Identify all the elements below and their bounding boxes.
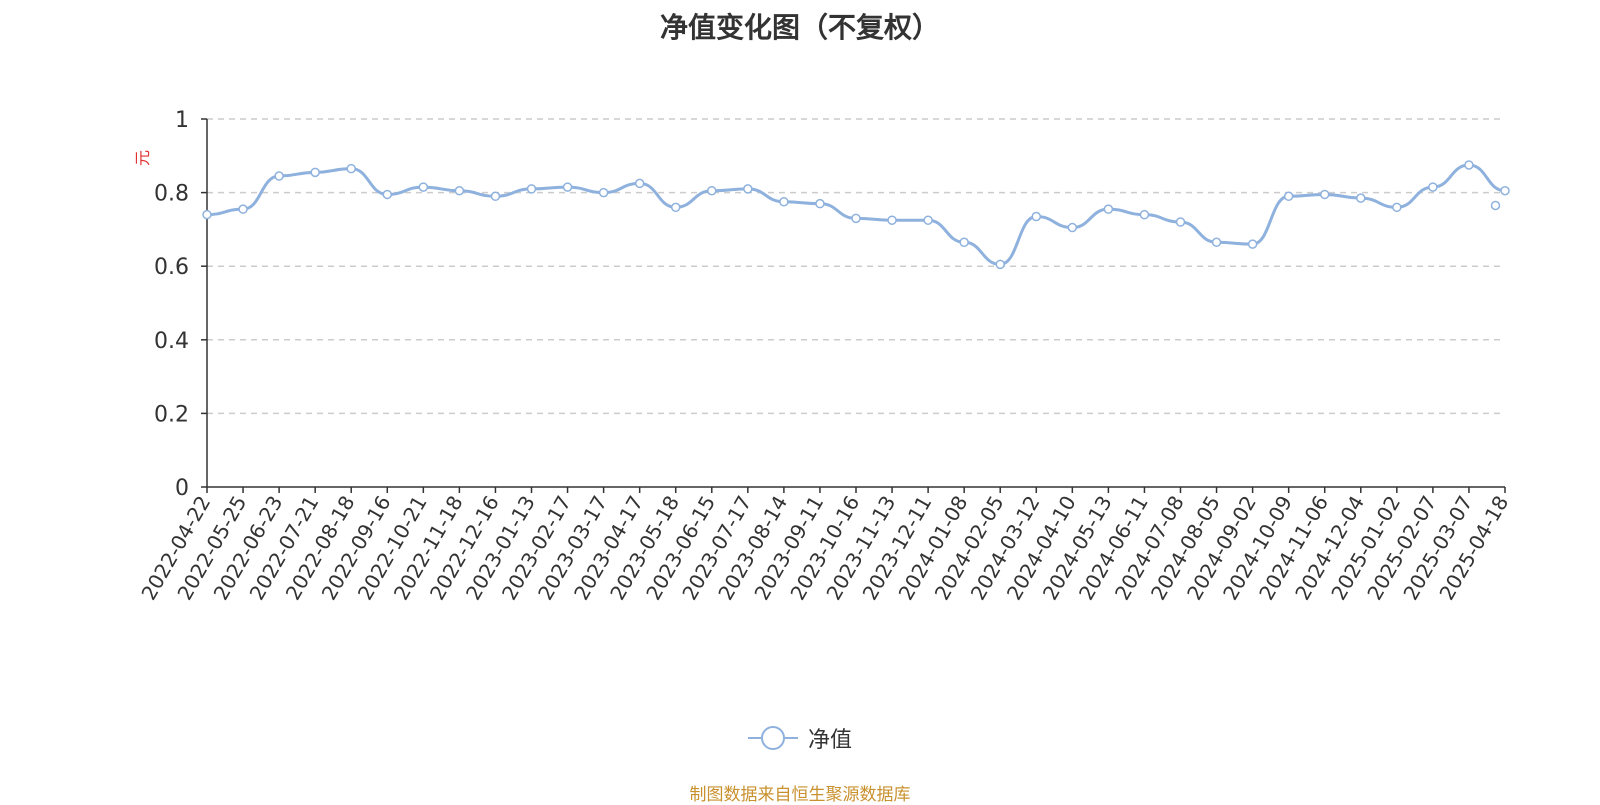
- data-point-marker: [1464, 160, 1474, 170]
- data-point-marker: [1319, 189, 1330, 200]
- data-point-marker: [1356, 193, 1366, 203]
- data-point-marker: [1247, 239, 1258, 249]
- data-point-marker: [923, 215, 933, 225]
- legend[interactable]: 净值: [0, 722, 1600, 754]
- data-point-marker: [707, 186, 717, 196]
- data-point-marker: [490, 191, 501, 202]
- data-point-marker: [995, 259, 1005, 270]
- data-point-marker: [634, 178, 645, 189]
- data-point-marker: [1392, 202, 1402, 213]
- y-tick-label: 1: [175, 108, 189, 133]
- y-axis: 0 0.2 0.4 0.6 0.8 1: [154, 108, 208, 501]
- data-point-marker: [887, 215, 897, 225]
- y-tick-label: 0.8: [154, 182, 189, 207]
- y-tick-label: 0.6: [154, 255, 189, 280]
- data-point-marker: [1031, 211, 1042, 222]
- data-point-marker: [1067, 222, 1078, 233]
- chart-title: 净值变化图（不复权）: [659, 11, 940, 44]
- data-point-marker: [274, 171, 284, 181]
- data-point-marker: [1283, 191, 1294, 202]
- y-tick-label: 0.2: [154, 402, 189, 427]
- data-point-marker: [346, 163, 356, 174]
- data-point-marker: [238, 204, 248, 214]
- data-point-marker: [1428, 182, 1438, 192]
- source-note: 制图数据来自恒生聚源数据库: [689, 785, 911, 805]
- data-point-marker: [1211, 237, 1222, 248]
- data-point-marker: [598, 187, 609, 198]
- y-tick-label: 0: [175, 476, 189, 501]
- data-point-marker: [562, 182, 573, 192]
- y-axis-label: 元: [133, 150, 152, 166]
- data-point-marker: [1103, 204, 1114, 214]
- data-point-marker: [1490, 200, 1501, 211]
- data-point-marker: [418, 182, 429, 192]
- data-point-marker: [1500, 186, 1510, 196]
- data-point-marker: [1139, 209, 1150, 220]
- data-point-marker: [779, 197, 789, 207]
- data-point-marker: [202, 209, 212, 220]
- x-axis: 2022-04-222022-05-252022-06-232022-07-21…: [136, 486, 1513, 604]
- legend-line-circle-icon: [747, 726, 798, 750]
- y-tick-label: 0.4: [154, 329, 189, 354]
- data-point-marker: [1175, 217, 1186, 227]
- data-point-marker: [310, 167, 320, 178]
- data-point-marker: [670, 202, 681, 213]
- data-point-marker: [851, 213, 861, 224]
- data-point-marker: [743, 184, 753, 194]
- data-point-marker: [454, 186, 465, 196]
- data-point-marker: [526, 184, 537, 194]
- data-point-marker: [959, 237, 969, 248]
- grid-lines: [207, 118, 1505, 415]
- legend-label: 净值: [807, 728, 852, 753]
- data-point-marker: [815, 198, 825, 209]
- series-layer: [202, 160, 1510, 270]
- data-point-marker: [382, 189, 393, 200]
